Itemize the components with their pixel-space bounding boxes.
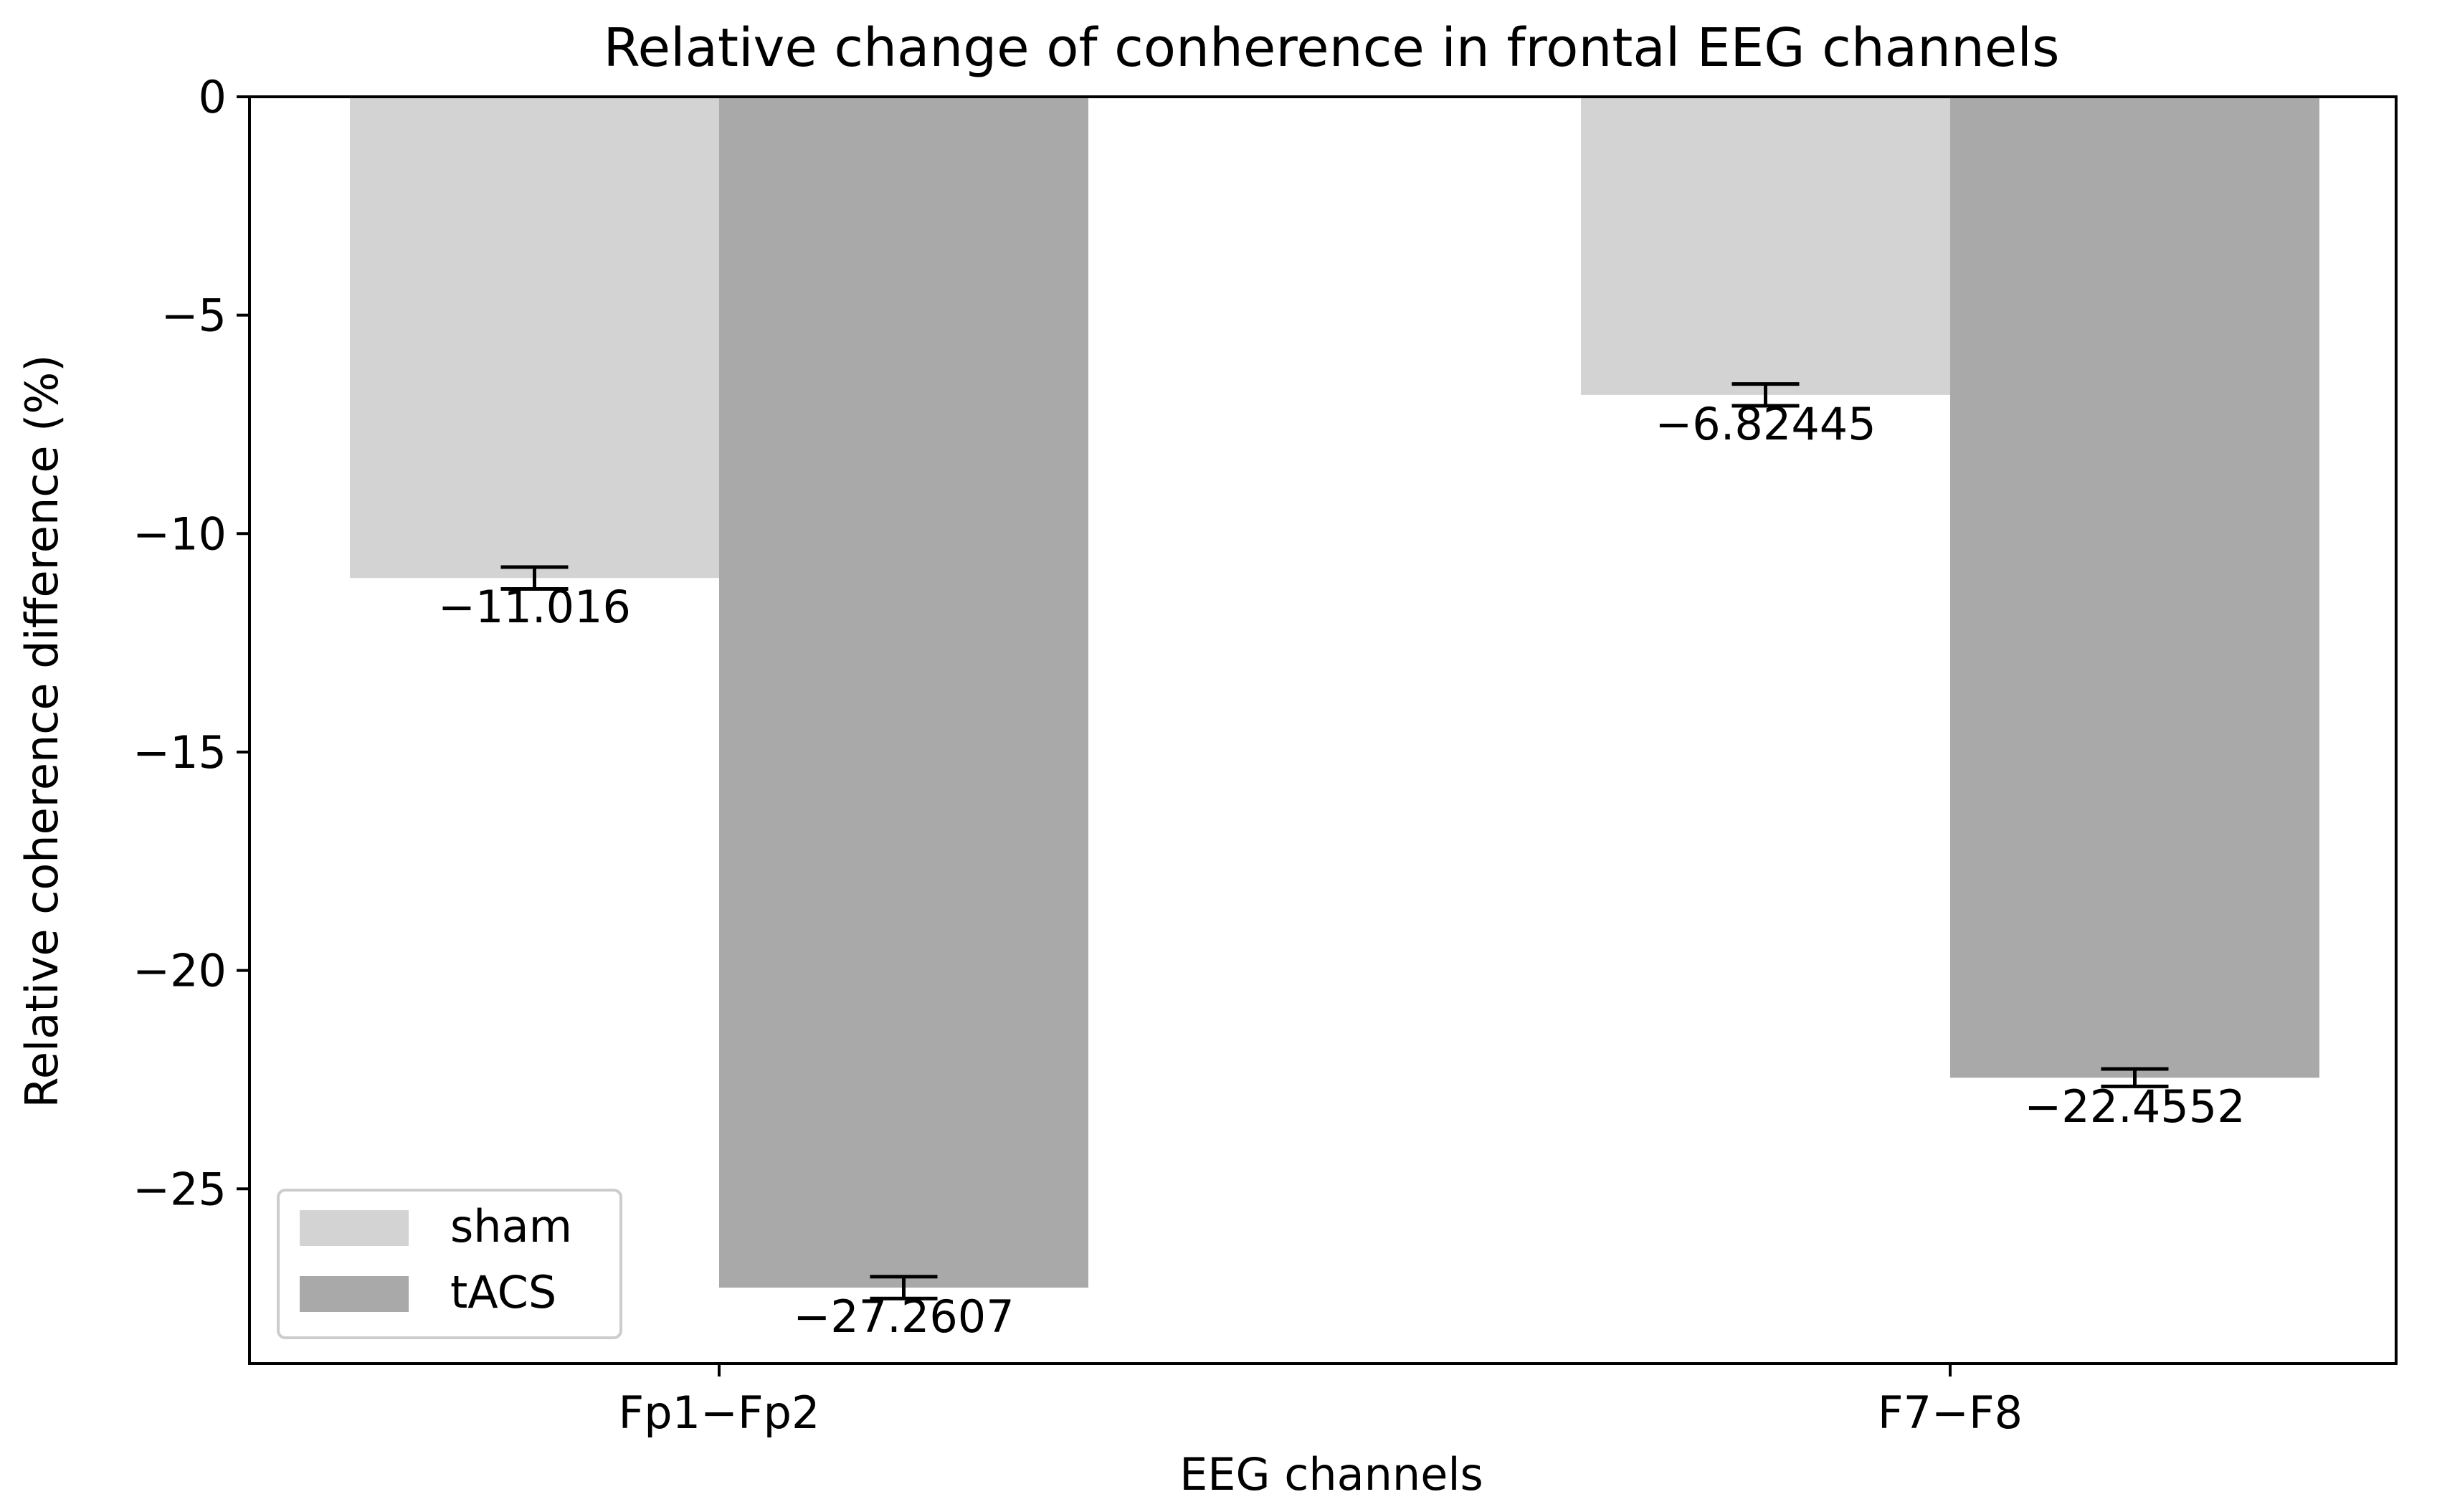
legend-label-tacs: tACS	[450, 1266, 556, 1318]
value-label-sham-0: −11.016	[438, 581, 631, 633]
bar-sham-1	[1581, 97, 1950, 395]
y-tick-label: −20	[133, 945, 227, 997]
bar-tacs-1	[1950, 97, 2319, 1078]
y-tick-label: −10	[133, 508, 227, 560]
legend-swatch-sham	[300, 1210, 409, 1246]
x-tick-label: Fp1−Fp2	[619, 1387, 820, 1439]
y-tick-label: −15	[133, 726, 227, 779]
plot-area: −11.016 −6.82445 −27.2607 −22.4552 0 −5 −10 −15…	[133, 71, 2398, 1439]
chart-title: Relative change of conherence in frontal…	[603, 17, 2059, 79]
y-tick-label: 0	[199, 71, 227, 123]
y-axis-label: Relative coherence difference (%)	[16, 355, 68, 1108]
x-tick-label: F7−F8	[1878, 1387, 2023, 1439]
value-label-sham-1: −6.82445	[1655, 398, 1876, 450]
bar-tacs-0	[719, 97, 1088, 1288]
legend-swatch-tacs	[300, 1276, 409, 1312]
y-tick-label: −25	[133, 1163, 227, 1215]
plot-frame	[248, 95, 2398, 1365]
legend-label-sham: sham	[450, 1200, 572, 1252]
value-label-tacs-1: −22.4552	[2024, 1080, 2245, 1133]
y-tick-label: −5	[161, 290, 227, 342]
x-axis-label: EEG channels	[1179, 1448, 1483, 1501]
bar-sham-0	[350, 97, 719, 579]
value-label-tacs-0: −27.2607	[793, 1290, 1014, 1343]
